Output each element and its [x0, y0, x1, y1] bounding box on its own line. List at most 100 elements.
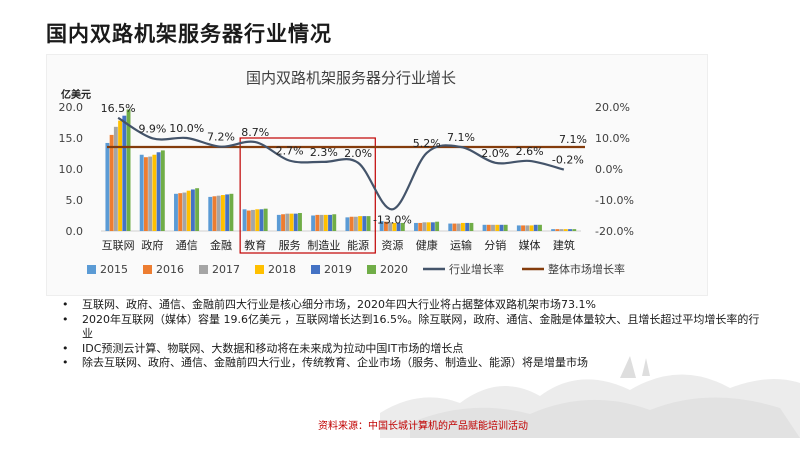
bar-2016 — [486, 224, 491, 231]
growth-data-label: 16.5% — [101, 102, 136, 115]
growth-data-label: 2.0% — [481, 147, 509, 160]
bar-2015 — [448, 223, 453, 231]
y-left-tick-label: 0.0 — [66, 225, 84, 238]
legend-label: 2015 — [100, 263, 128, 276]
bar-2016 — [109, 134, 114, 231]
bar-2017 — [285, 213, 290, 231]
bar-2020 — [503, 224, 508, 231]
legend-swatch-2020 — [367, 265, 376, 274]
x-tick-label: 金融 — [210, 238, 232, 252]
bar-2017 — [559, 229, 564, 231]
bar-2018 — [255, 209, 260, 231]
x-tick-label: 运输 — [450, 238, 472, 252]
bullet-text: 互联网、政府、通信、金融前四大行业是核心细分市场，2020年四大行业将占据整体双… — [82, 298, 596, 311]
bar-2015 — [139, 154, 144, 231]
x-tick-label: 健康 — [416, 238, 438, 252]
line-industry-growth — [117, 116, 565, 211]
bar-2020 — [572, 229, 577, 231]
y-right-tick-label: 0.0% — [595, 163, 623, 176]
legend-swatch-2016 — [143, 265, 152, 274]
bar-2016 — [281, 214, 285, 231]
bar-2020 — [538, 224, 542, 231]
bar-2020 — [263, 208, 268, 231]
bar-2019 — [156, 152, 161, 231]
growth-data-label: 2.0% — [344, 147, 372, 160]
bullet-marker: • — [62, 298, 69, 311]
bar-2015 — [414, 222, 418, 231]
bar-2017 — [353, 216, 358, 231]
bar-2015 — [551, 229, 556, 231]
legend-label: 行业增长率 — [449, 262, 504, 276]
bullet-item: • 2020年互联网（媒体）容量 19.6亿美元 ，互联网增长达到16.5%。除互… — [62, 313, 762, 342]
bar-2019 — [568, 229, 572, 231]
bar-2017 — [491, 224, 495, 231]
bar-2019 — [190, 189, 195, 231]
bar-2015 — [379, 221, 384, 231]
growth-data-label: 2.7% — [276, 145, 304, 158]
bar-2017 — [319, 214, 324, 231]
x-tick-label: 制造业 — [307, 238, 340, 252]
bar-2020 — [160, 150, 165, 231]
x-tick-label: 建筑 — [553, 238, 575, 252]
bar-2020 — [195, 188, 200, 231]
bullet-item: • 除去互联网、政府、通信、金融前四大行业，传统教育、企业市场（服务、制造业、能源… — [62, 356, 762, 371]
x-tick-label: 资源 — [381, 238, 403, 252]
bar-2017 — [148, 156, 153, 231]
source-note: 资料来源：中国长城计算机的产品赋能培训活动 — [318, 421, 528, 432]
bar-2018 — [152, 154, 157, 231]
x-tick-label: 能源 — [347, 238, 369, 252]
bar-2015 — [105, 142, 110, 231]
legend-label: 2019 — [324, 263, 352, 276]
x-tick-label: 政府 — [141, 238, 163, 252]
growth-data-label: 2.6% — [516, 145, 544, 158]
y-left-tick-label: 15.0 — [59, 132, 84, 145]
bar-2018 — [529, 225, 534, 231]
bar-2018 — [495, 224, 500, 231]
bar-2016 — [143, 157, 148, 231]
bar-2019 — [122, 115, 127, 231]
bar-2019 — [533, 224, 538, 231]
bar-2019 — [328, 214, 332, 231]
bar-2015 — [242, 209, 247, 231]
legend-label: 2016 — [156, 263, 184, 276]
bar-2018 — [563, 229, 568, 231]
decorative-mountains — [380, 356, 800, 438]
bar-2016 — [555, 229, 560, 231]
bar-2020 — [400, 222, 405, 231]
x-tick-label: 服务 — [279, 239, 301, 252]
bar-2017 — [456, 223, 461, 231]
bar-2016 — [212, 196, 217, 231]
bullet-item: • IDC预测云计算、物联网、大数据和移动将在未来成为拉动中国IT市场的增长点 — [62, 342, 762, 357]
bullet-text: 2020年互联网（媒体）容量 19.6亿美元 ，互联网增长达到16.5%。除互联… — [82, 312, 760, 341]
bar-2015 — [345, 217, 350, 231]
bar-2017 — [216, 195, 221, 231]
bullet-marker: • — [62, 341, 69, 355]
bar-2015 — [482, 224, 487, 231]
overall-growth-label: 7.1% — [559, 133, 587, 146]
x-tick-label: 通信 — [176, 239, 198, 252]
bar-2017 — [182, 192, 187, 231]
legend-swatch-2015 — [87, 265, 96, 274]
bar-2019 — [499, 224, 504, 231]
bar-2020 — [298, 213, 302, 231]
bar-2016 — [521, 225, 525, 231]
y-right-tick-label: -20.0% — [595, 225, 634, 238]
y-right-tick-label: 20.0% — [595, 101, 630, 114]
bar-2017 — [525, 225, 530, 231]
legend-swatch-2018 — [255, 265, 264, 274]
growth-data-label: 2.3% — [310, 146, 338, 159]
bar-2017 — [113, 126, 118, 231]
bar-2016 — [349, 216, 354, 231]
bar-2020 — [366, 216, 371, 231]
bar-2018 — [426, 222, 431, 231]
y-right-tick-label: -10.0% — [595, 194, 634, 207]
bar-2016 — [383, 221, 388, 231]
bar-2017 — [251, 209, 255, 231]
bar-2020 — [469, 222, 474, 231]
x-tick-label: 互联网 — [102, 239, 135, 252]
page-title: 国内双路机架服务器行业情况 — [46, 22, 332, 46]
growth-data-label: 10.0% — [169, 122, 204, 135]
bullet-item: • 互联网、政府、通信、金融前四大行业是核心细分市场，2020年四大行业将占据整体… — [62, 298, 762, 313]
bar-2015 — [516, 225, 521, 231]
